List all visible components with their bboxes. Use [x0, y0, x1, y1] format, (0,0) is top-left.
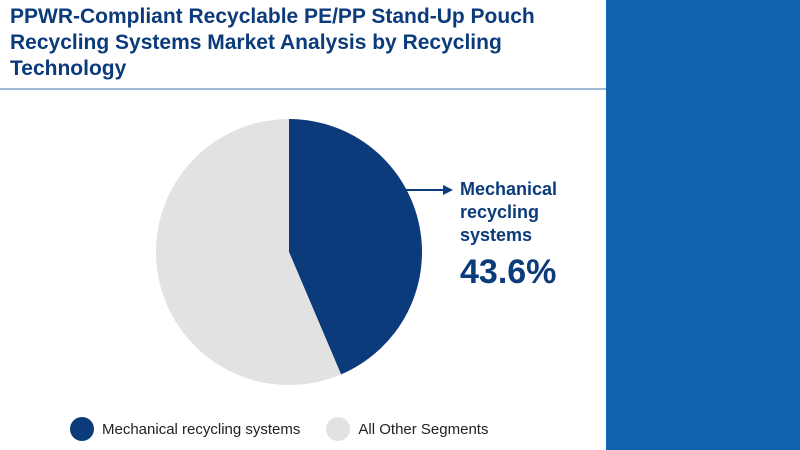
legend-swatch-mechanical [70, 417, 94, 441]
chart-legend: Mechanical recycling systems All Other S… [70, 414, 514, 444]
callout-label: Mechanical recycling systems [460, 179, 558, 245]
legend-swatch-other [326, 417, 351, 441]
title-divider [0, 88, 606, 90]
legend-item-mechanical: Mechanical recycling systems [70, 417, 300, 441]
pie-slice-other [156, 119, 342, 386]
callout-value: 43.6% [460, 253, 557, 291]
chart-title: PPWR-Compliant Recyclable PE/PP Stand-Up… [10, 5, 535, 80]
pie-slice-mechanical [289, 119, 423, 375]
legend-label-mechanical: Mechanical recycling systems [102, 420, 301, 438]
legend-item-other: All Other Segments [326, 417, 488, 441]
side-panel [606, 0, 800, 450]
slice-callout: Mechanical recycling systems 43.6% [460, 178, 600, 291]
legend-label-other: All Other Segments [358, 420, 489, 438]
callout-arrow [405, 185, 453, 195]
pie-chart [156, 119, 453, 386]
